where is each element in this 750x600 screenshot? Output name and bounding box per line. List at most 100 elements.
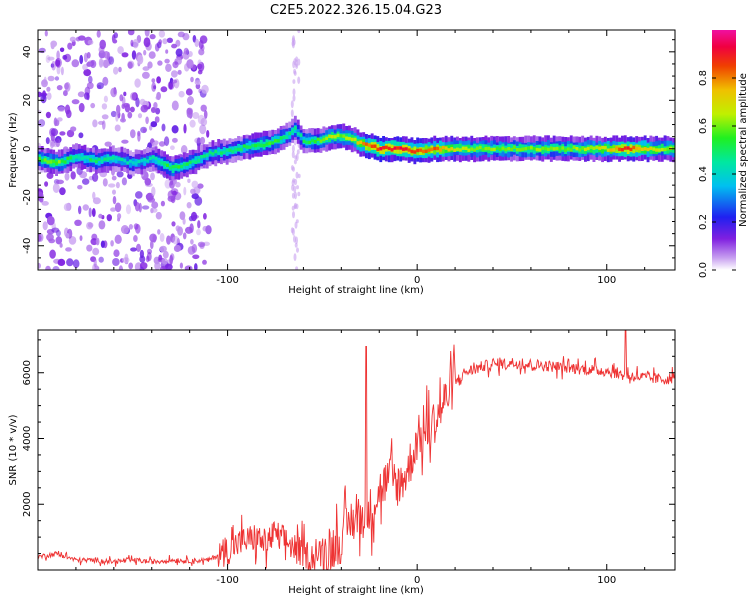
noise-blob (155, 211, 162, 220)
noise-blob (56, 85, 63, 91)
noise-blob (114, 124, 121, 132)
noise-blob (78, 102, 85, 113)
noise-blob (290, 165, 294, 171)
ridge-cell (120, 157, 124, 162)
ridge-cell (382, 146, 385, 150)
ridge-cell (603, 146, 607, 150)
ridge-cell (171, 165, 175, 173)
noise-blob (203, 213, 207, 220)
ridge-cell (365, 142, 368, 151)
noise-blob (198, 39, 204, 50)
noise-blob (95, 237, 100, 246)
ridge-cell (481, 147, 485, 152)
noise-blob (158, 39, 162, 45)
noise-blob (99, 39, 106, 50)
ridge-cell (538, 148, 542, 152)
noise-blob (292, 35, 295, 42)
noise-blob (112, 196, 117, 205)
ridge-cell (618, 147, 621, 151)
ridge-cell (72, 155, 75, 160)
noise-blob (82, 204, 90, 211)
ridge-cell (225, 148, 229, 152)
noise-blob (295, 171, 299, 179)
noise-blob (124, 253, 129, 262)
noise-blob (293, 70, 297, 76)
y-tick-label: -40 (22, 238, 33, 254)
ridge-cell (282, 135, 286, 139)
noise-blob (293, 202, 297, 209)
noise-blob (88, 207, 92, 218)
noise-blob (110, 207, 117, 212)
noise-blob (127, 61, 133, 69)
noise-blob (77, 35, 86, 41)
noise-blob (295, 219, 299, 224)
ridge-cell (404, 147, 408, 151)
ridge-cell (55, 161, 58, 165)
noise-blob (200, 117, 208, 127)
noise-blob (91, 208, 96, 217)
noise-blob (158, 30, 166, 38)
ridge-cell (475, 146, 479, 150)
ridge-cell (657, 148, 661, 152)
ridge-cell (606, 148, 610, 152)
ridge-cell (396, 146, 400, 150)
ridge-cell (606, 144, 610, 153)
noise-blob (77, 91, 85, 98)
noise-blob (123, 102, 130, 108)
noise-blob (45, 111, 52, 119)
noise-blob (89, 59, 97, 69)
ridge-cell (191, 159, 195, 164)
ridge-cell (387, 146, 391, 151)
noise-blob (43, 76, 47, 85)
ridge-cell (521, 147, 525, 151)
ridge-cell (43, 158, 47, 162)
ridge-cell (174, 164, 178, 169)
ridge-cell (495, 146, 499, 150)
noise-blob (71, 99, 80, 105)
noise-blob (294, 242, 298, 248)
noise-blob (192, 254, 200, 260)
noise-blob (296, 149, 300, 155)
ridge-cell (456, 147, 459, 151)
ridge-cell (348, 136, 351, 141)
noise-blob (59, 187, 66, 196)
plot-frame-bottom (37, 329, 676, 571)
ridge-cell (609, 148, 613, 152)
noise-blob (196, 228, 201, 236)
ridge-cell (157, 160, 161, 164)
noise-blob (161, 123, 166, 132)
noise-blob (295, 63, 299, 69)
ridge-cell (134, 161, 138, 165)
ridge-cell (242, 144, 246, 148)
noise-blob (64, 82, 69, 90)
ridge-cell (154, 156, 158, 161)
ridge-cell (515, 148, 519, 152)
noise-blob (101, 103, 108, 110)
noise-blob (56, 117, 63, 122)
ridge-cell (188, 160, 192, 165)
noise-blob (290, 100, 294, 109)
ridge-cell (362, 141, 366, 146)
noise-blob (41, 201, 49, 206)
noise-blob (120, 118, 126, 123)
ridge-cell (530, 146, 533, 150)
ridge-cell (399, 146, 403, 150)
ridge-cell (69, 156, 73, 160)
noise-blob (164, 263, 173, 270)
colorbar-tick-label: 0.0 (698, 262, 709, 278)
noise-blob (86, 244, 93, 252)
ridge-cell (279, 136, 283, 140)
noise-blob (180, 145, 188, 155)
ridge-cell (430, 147, 434, 151)
noise-blob (137, 54, 144, 65)
noise-blob (66, 109, 72, 119)
ridge-cell (97, 157, 101, 161)
noise-blob (157, 229, 161, 235)
noise-blob (117, 213, 122, 220)
ridge-cell (75, 155, 78, 159)
noise-blob (110, 87, 118, 98)
noise-blob (127, 173, 133, 180)
noise-blob (291, 151, 295, 159)
noise-blob (50, 128, 59, 137)
